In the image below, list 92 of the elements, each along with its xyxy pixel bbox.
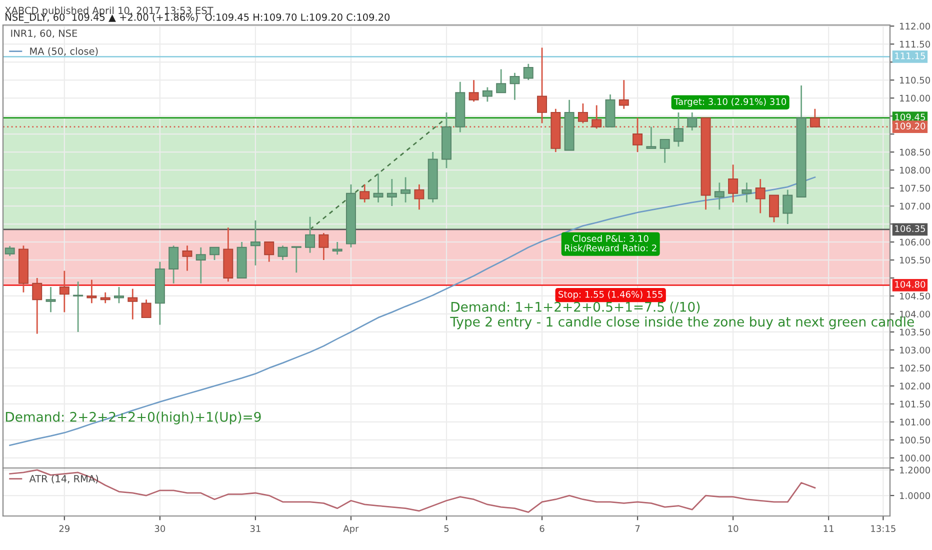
candlestick — [100, 292, 110, 304]
ref-line-label: 109.45 — [895, 114, 925, 120]
candlestick — [114, 286, 124, 304]
candlestick — [742, 182, 752, 204]
ref-line-label: 106.35 — [895, 225, 925, 232]
x-tick-label: 31 — [250, 525, 260, 532]
candlestick — [318, 232, 329, 261]
annotation: Stop: 1.55 (1.46%) 155 — [558, 290, 662, 300]
candlestick — [400, 176, 411, 204]
y-tick-label: 101.00 — [900, 418, 930, 426]
y-tick-label: 100.00 — [900, 454, 930, 462]
candlestick — [305, 216, 316, 254]
candlestick — [714, 182, 724, 210]
candlestick — [373, 172, 384, 204]
y-tick-label: 104.00 — [900, 310, 930, 318]
candlestick — [73, 280, 84, 333]
y-tick-label: 108.00 — [900, 166, 930, 174]
y-tick-label: 108.50 — [900, 148, 930, 156]
y-tick-label: 1.0000 — [900, 492, 930, 500]
y-tick-label: 102.50 — [900, 364, 930, 372]
y-tick-label: 107.50 — [900, 184, 930, 192]
candlestick — [360, 184, 370, 204]
ref-line-label: 111.15 — [895, 52, 925, 60]
ref-line-label: 109.20 — [895, 122, 926, 130]
candlestick — [537, 46, 548, 124]
candlestick — [264, 241, 274, 262]
candlestick — [687, 112, 698, 132]
y-tick-label: 102.00 — [900, 382, 930, 390]
annotation: INR1, 60, NSE — [11, 30, 78, 38]
y-tick-label: 111.50 — [900, 40, 930, 48]
candlestick — [141, 298, 152, 318]
y-tick-label: 104.50 — [900, 292, 930, 300]
candlestick — [4, 245, 15, 257]
x-tick-label: 13:15 — [871, 525, 896, 532]
x-tick-label: 10 — [728, 525, 738, 532]
candlestick — [632, 117, 643, 153]
y-tick-label: 1.2000 — [900, 466, 930, 474]
candlestick — [592, 104, 602, 130]
candlestick — [810, 108, 820, 128]
candlestick — [496, 68, 506, 94]
candlestick — [523, 63, 534, 81]
candlestick — [578, 102, 588, 124]
candlestick — [278, 244, 288, 261]
candlestick — [291, 246, 302, 274]
x-tick-label: 6 — [540, 525, 544, 532]
candlestick — [618, 79, 629, 110]
y-tick-label: 110.00 — [900, 94, 930, 102]
y-tick-label: 112.00 — [900, 22, 930, 30]
candlestick — [32, 277, 42, 334]
candlestick — [386, 178, 397, 207]
x-tick-label: 29 — [59, 525, 70, 532]
candlestick — [646, 126, 656, 150]
candlestick — [168, 244, 179, 284]
candlestick — [755, 178, 766, 214]
y-tick-label: 105.50 — [900, 256, 930, 264]
candlestick — [510, 72, 520, 101]
candlestick — [46, 286, 56, 313]
candlestick — [414, 184, 424, 210]
y-tick-label: 100.50 — [900, 436, 930, 444]
x-tick-label: 30 — [154, 525, 166, 532]
x-tick-label: 5 — [444, 525, 449, 532]
candlestick — [468, 79, 479, 102]
x-tick-label: 7 — [635, 525, 640, 532]
candlestick — [782, 189, 793, 225]
annotation: Target: 3.10 (2.91%) 310 — [674, 98, 786, 107]
candlestick — [660, 138, 670, 164]
x-tick-label: Apr — [343, 525, 359, 534]
candlestick — [210, 246, 220, 261]
y-tick-label: 103.00 — [900, 346, 930, 354]
candlestick — [128, 288, 138, 320]
y-tick-label: 106.00 — [900, 238, 930, 246]
annotation: Demand: 1+1+2+2+0.5+1=7.5 (/10) — [451, 302, 700, 314]
candlestick — [332, 241, 342, 256]
line-series — [9, 469, 816, 513]
annotation: Closed P&L: 3.10 Risk/Reward Ratio: 2 — [564, 234, 656, 252]
candlestick — [728, 164, 738, 204]
candlestick — [196, 246, 206, 284]
y-tick-label: 101.50 — [900, 400, 930, 408]
line-series — [309, 117, 448, 230]
y-tick-label: 110.50 — [900, 76, 930, 84]
y-tick-label: 107.00 — [900, 202, 930, 210]
candlestick — [59, 270, 70, 313]
legend-label: MA (50, close) — [30, 47, 98, 56]
candlestick — [182, 244, 192, 272]
y-tick-label: 103.50 — [900, 328, 930, 336]
candlestick — [250, 220, 260, 266]
x-tick-label: 11 — [824, 525, 834, 532]
ref-line-label: 104.80 — [895, 280, 926, 288]
candlestick — [86, 279, 97, 304]
candlestick — [482, 86, 492, 102]
candlestick — [769, 194, 779, 223]
candlestick — [673, 112, 684, 148]
